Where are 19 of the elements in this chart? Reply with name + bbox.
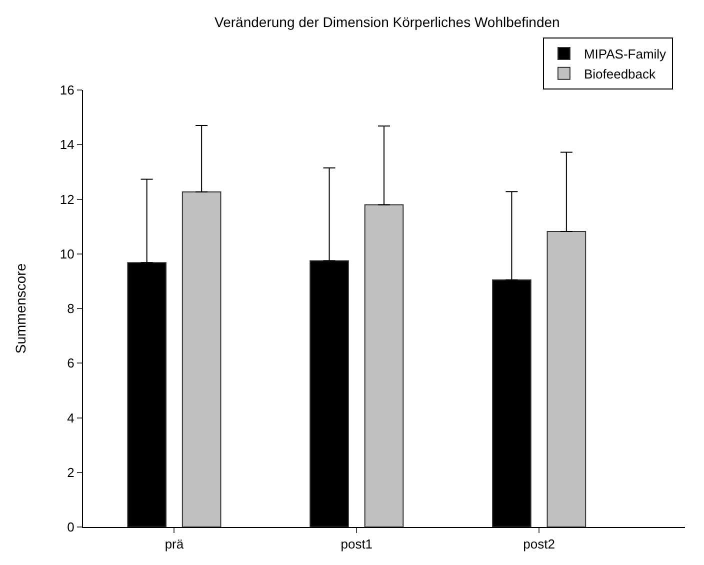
bar bbox=[364, 204, 404, 527]
y-tick-label: 4 bbox=[67, 410, 74, 426]
chart-title: Veränderung der Dimension Körperliches Wohlbefinden bbox=[214, 14, 560, 30]
x-tick-label: post1 bbox=[340, 536, 373, 552]
bar bbox=[182, 191, 222, 527]
y-tick-label: 8 bbox=[67, 301, 74, 316]
y-tick-label: 2 bbox=[67, 464, 74, 480]
y-tick-label: 12 bbox=[60, 192, 74, 207]
y-axis-title: Summenscore bbox=[12, 263, 29, 354]
y-tick-label: 6 bbox=[67, 356, 74, 371]
y-tick-label: 16 bbox=[60, 82, 74, 98]
legend-label: Biofeedback bbox=[584, 66, 656, 82]
y-tick-label: 0 bbox=[67, 520, 74, 535]
x-tick-label: post2 bbox=[523, 536, 555, 552]
x-tick-label: prä bbox=[164, 536, 184, 552]
bar bbox=[546, 230, 586, 527]
y-tick-label: 14 bbox=[60, 137, 74, 152]
y-tick-label: 10 bbox=[60, 246, 74, 262]
legend-label: MIPAS-Family bbox=[584, 46, 667, 62]
